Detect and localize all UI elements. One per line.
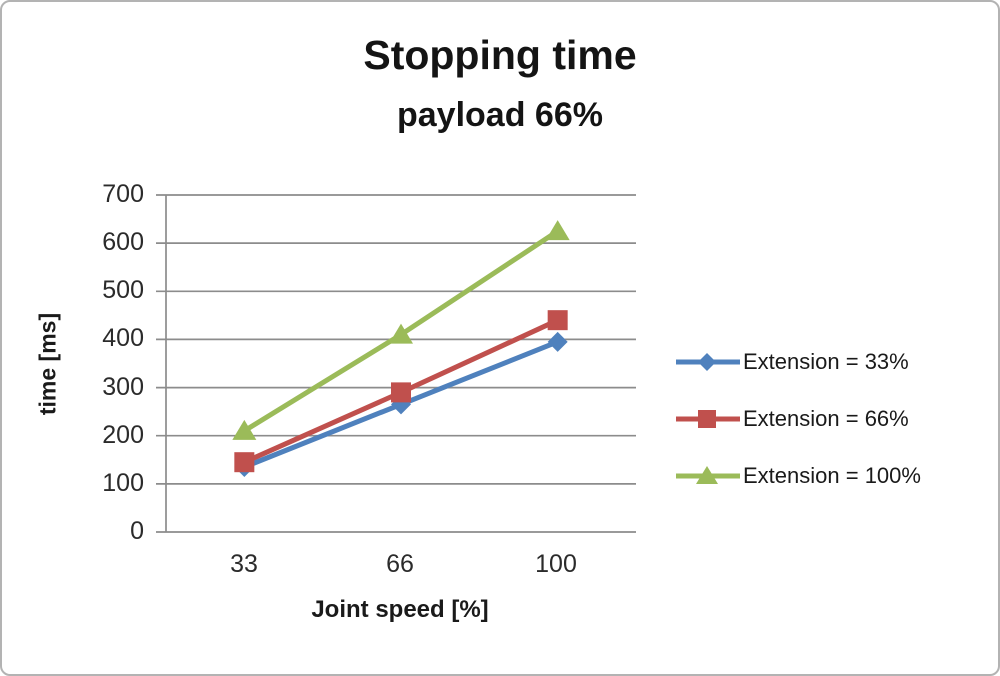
legend-label: Extension = 33%	[743, 349, 909, 374]
legend-swatch-diamond-icon	[676, 346, 740, 378]
legend: Extension = 33% Extension = 66% Extensio…	[676, 346, 921, 492]
x-tick-label: 66	[386, 550, 414, 578]
y-tick-label: 600	[102, 227, 144, 256]
y-tick-label: 0	[130, 516, 144, 545]
y-tick-label: 400	[102, 323, 144, 352]
legend-swatch-square-icon	[676, 403, 740, 435]
y-axis-title: time [ms]	[34, 312, 61, 416]
y-tick-label: 100	[102, 468, 144, 497]
legend-label: Extension = 100%	[743, 463, 921, 488]
x-axis-title: Joint speed [%]	[311, 596, 489, 623]
x-tick-label: 100	[535, 550, 577, 578]
legend-item: Extension = 33%	[676, 346, 921, 378]
x-tick-label: 33	[230, 550, 258, 578]
y-tick-label: 300	[102, 372, 144, 401]
y-tick-label: 200	[102, 420, 144, 449]
chart-subtitle: payload 66%	[397, 96, 603, 134]
legend-item: Extension = 66%	[676, 403, 921, 435]
legend-item: Extension = 100%	[676, 460, 921, 492]
legend-label: Extension = 66%	[743, 406, 909, 431]
legend-swatch-triangle-icon	[676, 460, 740, 492]
y-tick-label: 700	[102, 179, 144, 208]
chart-title: Stopping time	[363, 32, 637, 78]
y-tick-label: 500	[102, 275, 144, 304]
